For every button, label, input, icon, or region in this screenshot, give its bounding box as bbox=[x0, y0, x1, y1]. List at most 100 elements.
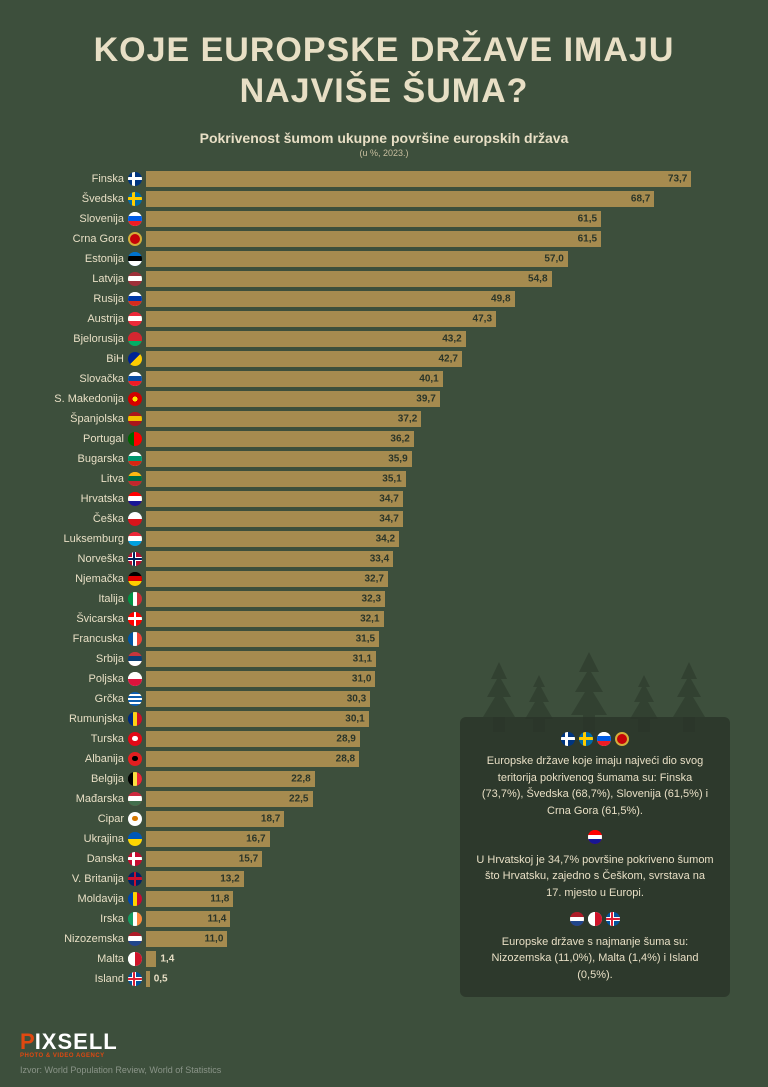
flag-icon bbox=[128, 712, 142, 726]
bar: 28,8 bbox=[146, 751, 359, 767]
bar: 73,7 bbox=[146, 171, 691, 187]
country-label: Italija bbox=[30, 593, 128, 605]
chart-row: Crna Gora61,5 bbox=[30, 230, 738, 248]
source-text: Izvor: World Population Review, World of… bbox=[20, 1065, 221, 1075]
country-label: Grčka bbox=[30, 693, 128, 705]
bar: 31,5 bbox=[146, 631, 379, 647]
bar-value: 22,5 bbox=[289, 793, 308, 804]
country-label: Bjelorusija bbox=[30, 333, 128, 345]
bar-value: 18,7 bbox=[261, 813, 280, 824]
bar: 43,2 bbox=[146, 331, 466, 347]
bar: 32,1 bbox=[146, 611, 384, 627]
flag-icon bbox=[128, 872, 142, 886]
flag-icon bbox=[128, 732, 142, 746]
flag-icon bbox=[588, 830, 602, 844]
bar-value: 31,0 bbox=[352, 673, 371, 684]
country-label: Norveška bbox=[30, 553, 128, 565]
flag-icon bbox=[128, 832, 142, 846]
flag-icon bbox=[128, 692, 142, 706]
country-label: BiH bbox=[30, 353, 128, 365]
flag-icon bbox=[128, 852, 142, 866]
country-label: Irska bbox=[30, 913, 128, 925]
country-label: S. Makedonija bbox=[30, 393, 128, 405]
bar: 32,7 bbox=[146, 571, 388, 587]
flag-icon bbox=[128, 652, 142, 666]
country-label: Cipar bbox=[30, 813, 128, 825]
flag-icon bbox=[128, 612, 142, 626]
flag-icon bbox=[128, 172, 142, 186]
bar: 30,1 bbox=[146, 711, 369, 727]
bar-value: 40,1 bbox=[419, 373, 438, 384]
country-label: Švedska bbox=[30, 193, 128, 205]
country-label: Nizozemska bbox=[30, 933, 128, 945]
chart-row: Slovenija61,5 bbox=[30, 210, 738, 228]
bar-value: 32,1 bbox=[360, 613, 379, 624]
bar-value: 32,3 bbox=[362, 593, 381, 604]
flag-icon bbox=[128, 232, 142, 246]
bar-value: 11,0 bbox=[204, 933, 223, 944]
bar-value: 68,7 bbox=[631, 193, 650, 204]
flag-icon bbox=[570, 912, 584, 926]
country-label: Slovačka bbox=[30, 373, 128, 385]
bar: 42,7 bbox=[146, 351, 462, 367]
chart-row: Njemačka 32,7 bbox=[30, 570, 738, 588]
country-label: Estonija bbox=[30, 253, 128, 265]
chart-row: Luksemburg 34,2 bbox=[30, 530, 738, 548]
bar: 11,4 bbox=[146, 911, 230, 927]
bar: 11,0 bbox=[146, 931, 227, 947]
flag-icon bbox=[128, 512, 142, 526]
country-label: Ukrajina bbox=[30, 833, 128, 845]
chart-row: Latvija54,8 bbox=[30, 270, 738, 288]
chart-row: BiH 42,7 bbox=[30, 350, 738, 368]
bar-value: 31,5 bbox=[356, 633, 375, 644]
flag-icon bbox=[588, 912, 602, 926]
chart-row: Poljska31,0 bbox=[30, 670, 738, 688]
pixsell-logo: PIXSELL PHOTO & VIDEO AGENCY bbox=[20, 1029, 118, 1059]
bar-value: 37,2 bbox=[398, 413, 417, 424]
callout-p3: Europske države s najmanje šuma su: Nizo… bbox=[476, 934, 714, 984]
flag-icon bbox=[579, 732, 593, 746]
country-label: Latvija bbox=[30, 273, 128, 285]
bar-value: 73,7 bbox=[668, 173, 687, 184]
callout-top-flags bbox=[476, 731, 714, 748]
chart-row: Bjelorusija 43,2 bbox=[30, 330, 738, 348]
chart-row: Švicarska32,1 bbox=[30, 610, 738, 628]
bar-value: 47,3 bbox=[473, 313, 492, 324]
country-label: Turska bbox=[30, 733, 128, 745]
chart-row: Portugal36,2 bbox=[30, 430, 738, 448]
bar: 34,7 bbox=[146, 511, 403, 527]
country-label: Albanija bbox=[30, 753, 128, 765]
country-label: Danska bbox=[30, 853, 128, 865]
country-label: Rusija bbox=[30, 293, 128, 305]
flag-icon bbox=[128, 932, 142, 946]
bar-value: 34,2 bbox=[376, 533, 395, 544]
chart-row: S. Makedonija 39,7 bbox=[30, 390, 738, 408]
chart-row: Estonija57,0 bbox=[30, 250, 738, 268]
chart-row: Hrvatska34,7 bbox=[30, 490, 738, 508]
bar-value: 22,8 bbox=[291, 773, 310, 784]
country-label: Belgija bbox=[30, 773, 128, 785]
flag-icon bbox=[128, 812, 142, 826]
flag-icon bbox=[128, 772, 142, 786]
flag-icon bbox=[128, 272, 142, 286]
flag-icon bbox=[128, 572, 142, 586]
bar: 11,8 bbox=[146, 891, 233, 907]
bar: 31,1 bbox=[146, 651, 376, 667]
chart-row: Španjolska37,2 bbox=[30, 410, 738, 428]
bar-value: 33,4 bbox=[370, 553, 389, 564]
chart-subtitle-note: (u %, 2023.) bbox=[30, 148, 738, 158]
callout-box: Europske države koje imaju najveći dio s… bbox=[460, 717, 730, 998]
bar-value: 35,1 bbox=[382, 473, 401, 484]
bar-value: 32,7 bbox=[365, 573, 384, 584]
flag-icon bbox=[128, 332, 142, 346]
bar-value: 1,4 bbox=[156, 953, 174, 964]
flag-icon bbox=[128, 592, 142, 606]
bar: 36,2 bbox=[146, 431, 414, 447]
chart-row: Austrija47,3 bbox=[30, 310, 738, 328]
bar-value: 39,7 bbox=[416, 393, 435, 404]
bar: 34,7 bbox=[146, 491, 403, 507]
country-label: Češka bbox=[30, 513, 128, 525]
flag-icon bbox=[128, 752, 142, 766]
country-label: Luksemburg bbox=[30, 533, 128, 545]
country-label: Njemačka bbox=[30, 573, 128, 585]
